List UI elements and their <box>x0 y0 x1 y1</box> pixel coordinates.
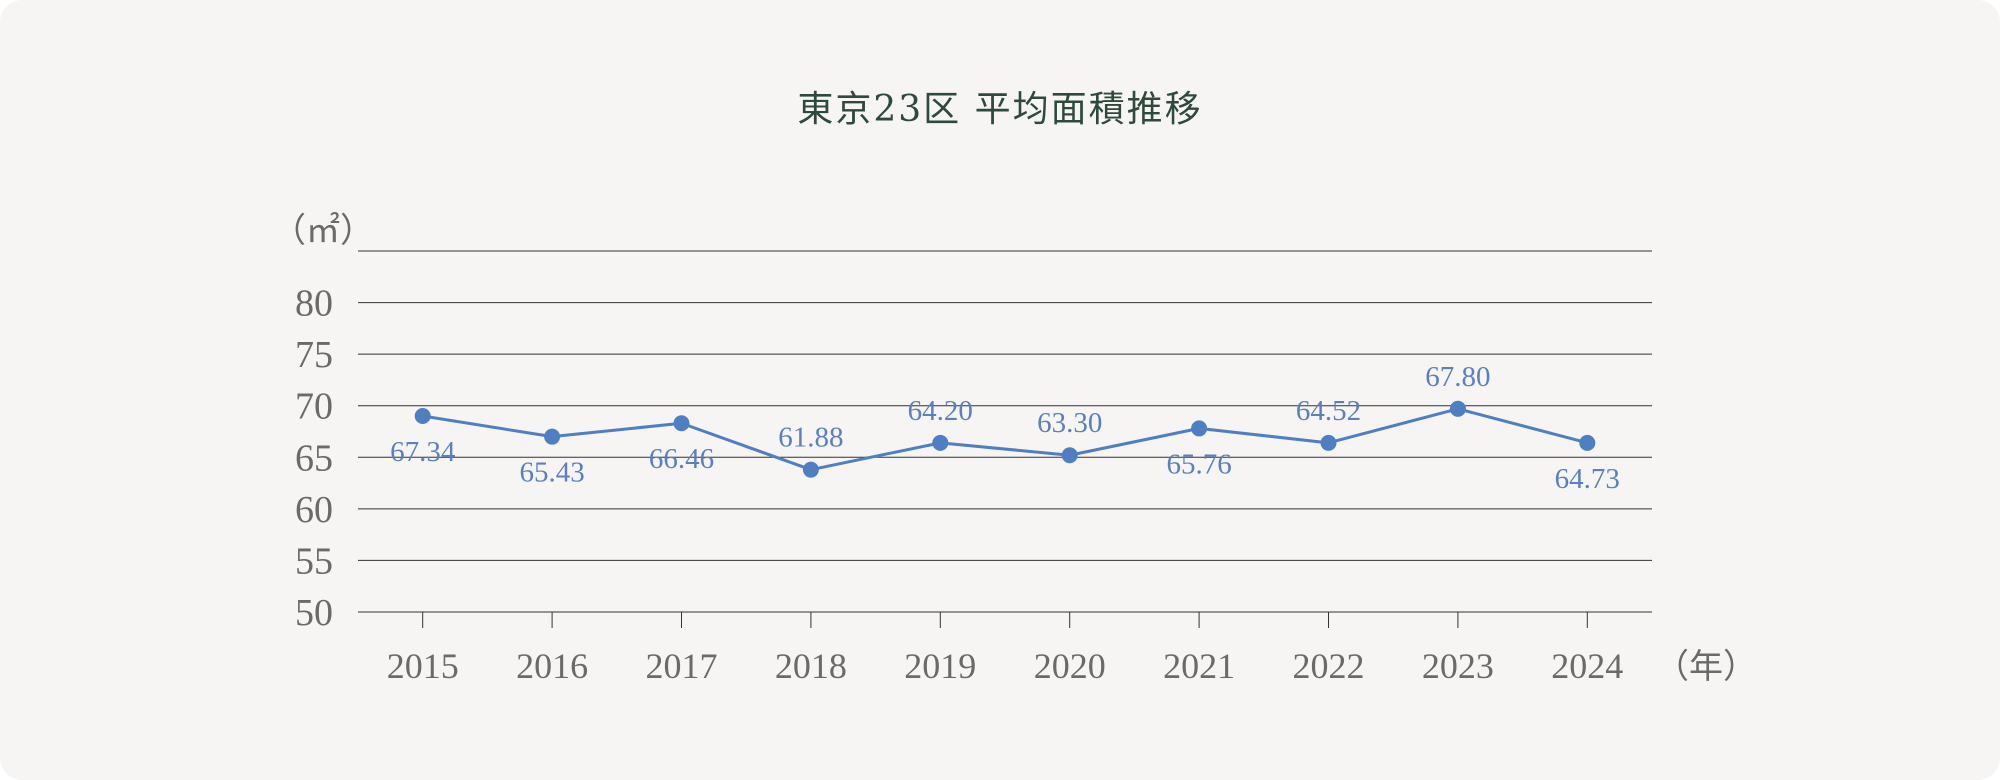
data-label: 67.80 <box>1425 361 1490 393</box>
x-tick-label: 2018 <box>775 646 847 686</box>
data-label: 63.30 <box>1037 407 1102 439</box>
data-label: 66.46 <box>649 443 714 475</box>
data-label: 64.52 <box>1296 395 1361 427</box>
data-point <box>1449 400 1466 417</box>
data-point <box>932 434 949 451</box>
x-tick-label: 2016 <box>516 646 588 686</box>
data-label: 61.88 <box>778 422 843 454</box>
data-point <box>1061 447 1078 464</box>
x-tick-label: 2020 <box>1034 646 1106 686</box>
data-point <box>1320 434 1337 451</box>
x-tick-label: 2021 <box>1163 646 1235 686</box>
data-point <box>802 461 819 478</box>
series-line <box>422 407 1588 472</box>
series-layer <box>414 400 1596 478</box>
data-point <box>1191 420 1208 437</box>
x-tick-label: 2015 <box>387 646 459 686</box>
y-unit-label: （㎡） <box>272 212 374 250</box>
y-tick-label: 75 <box>295 334 333 376</box>
y-tick-label: 80 <box>295 283 333 325</box>
y-tick-label: 50 <box>295 592 333 634</box>
grid-layer <box>358 250 1652 613</box>
data-label: 65.43 <box>519 457 584 489</box>
x-tick-label: 2023 <box>1422 646 1494 686</box>
y-tick-label: 70 <box>295 386 333 428</box>
data-label: 67.34 <box>390 436 456 468</box>
chart-title: 東京23区 平均面積推移 <box>797 89 1203 130</box>
x-tick-label: 2019 <box>904 646 976 686</box>
axis-layer: 50 55 60 65 70 75 80 （㎡） 2015 2016 2017 2018 2019 202… <box>272 212 1757 686</box>
data-label: 64.73 <box>1555 463 1620 495</box>
y-tick-label: 65 <box>295 437 333 479</box>
x-tick-label: 2017 <box>646 646 718 686</box>
data-label: 65.76 <box>1166 448 1231 480</box>
y-tick-label: 55 <box>295 540 333 582</box>
data-point <box>673 415 690 432</box>
y-tick-label: 60 <box>295 489 333 531</box>
data-point <box>544 428 561 445</box>
x-unit-label: （年） <box>1655 648 1757 686</box>
x-tick-label: 2022 <box>1293 646 1365 686</box>
data-point <box>414 408 431 425</box>
data-point <box>1579 434 1596 451</box>
x-tick-label: 2024 <box>1551 646 1623 686</box>
label-layer: 67.34 65.43 66.46 61.88 64.20 63.30 65.76 64.52… <box>390 361 1620 495</box>
data-label: 64.20 <box>908 395 973 427</box>
